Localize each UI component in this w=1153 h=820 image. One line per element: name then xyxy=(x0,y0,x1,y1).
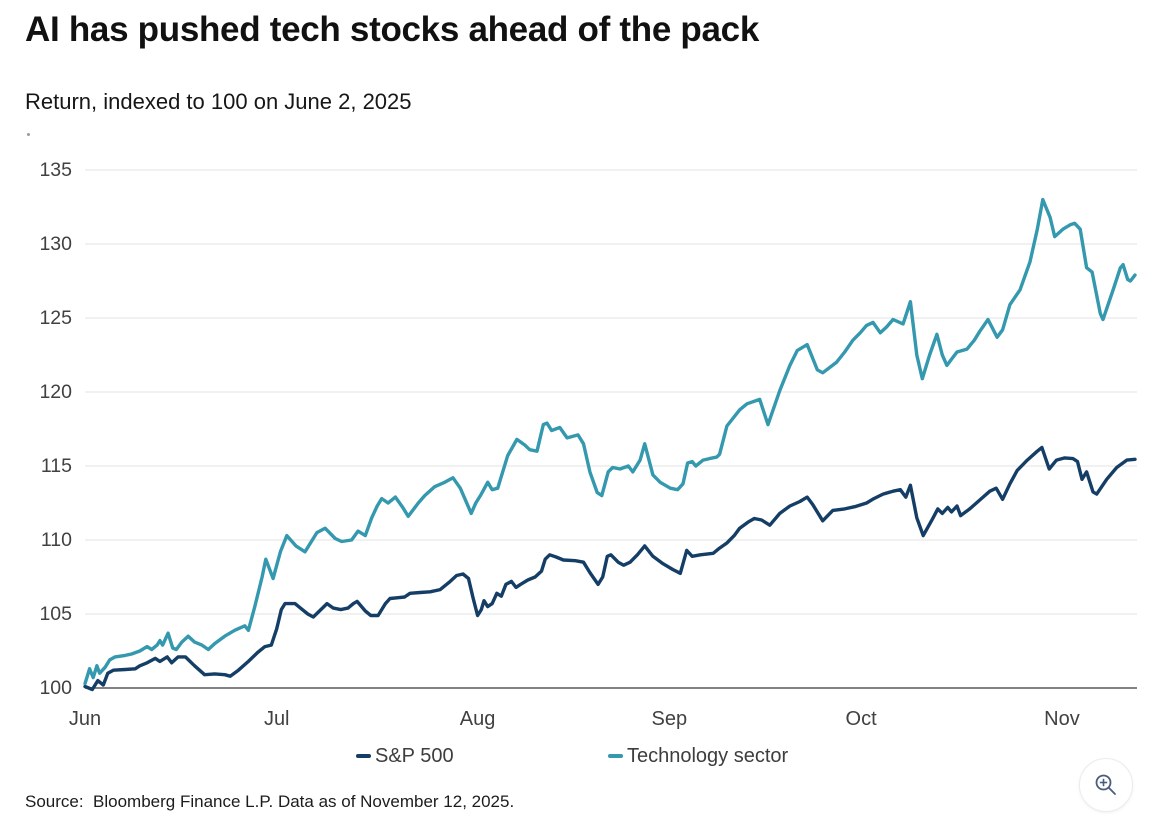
legend-item-sp500: S&P 500 xyxy=(356,744,454,768)
x-tick-label: Nov xyxy=(1044,708,1080,730)
sp500-legend-label: S&P 500 xyxy=(375,744,454,767)
sp500-line xyxy=(83,445,1137,692)
series-lines xyxy=(83,197,1137,692)
source-note: Source: Bloomberg Finance L.P. Data as o… xyxy=(25,792,515,811)
x-tick-label: Aug xyxy=(459,708,496,730)
y-tick-label: 120 xyxy=(39,381,72,403)
tech-line xyxy=(83,197,1137,686)
tech-legend-label: Technology sector xyxy=(627,744,789,767)
x-tick-label: Sep xyxy=(651,708,688,730)
x-tick-label: Oct xyxy=(845,708,877,730)
tech-legend-swatch xyxy=(608,754,623,758)
y-tick-label: 135 xyxy=(39,159,72,181)
chart-subtitle: Return, indexed to 100 on June 2, 2025 xyxy=(25,89,412,114)
magnifier-plus-icon xyxy=(1095,774,1116,795)
page-title: AI has pushed tech stocks ahead of the p… xyxy=(25,10,759,49)
y-tick-label: 110 xyxy=(40,529,72,551)
zoom-in-button[interactable] xyxy=(1079,758,1133,812)
x-tick-label: Jul xyxy=(263,708,290,730)
y-tick-label: 115 xyxy=(40,455,72,477)
stray-dot xyxy=(27,133,30,136)
y-tick-label: 125 xyxy=(39,307,72,329)
y-tick-label: 130 xyxy=(39,233,72,255)
y-tick-label: 105 xyxy=(39,603,72,625)
legend-item-tech: Technology sector xyxy=(608,744,788,768)
sp500-legend-swatch xyxy=(356,754,371,758)
y-tick-label: 100 xyxy=(39,677,72,699)
gridlines xyxy=(85,169,1137,689)
x-tick-label: Jun xyxy=(68,708,102,730)
